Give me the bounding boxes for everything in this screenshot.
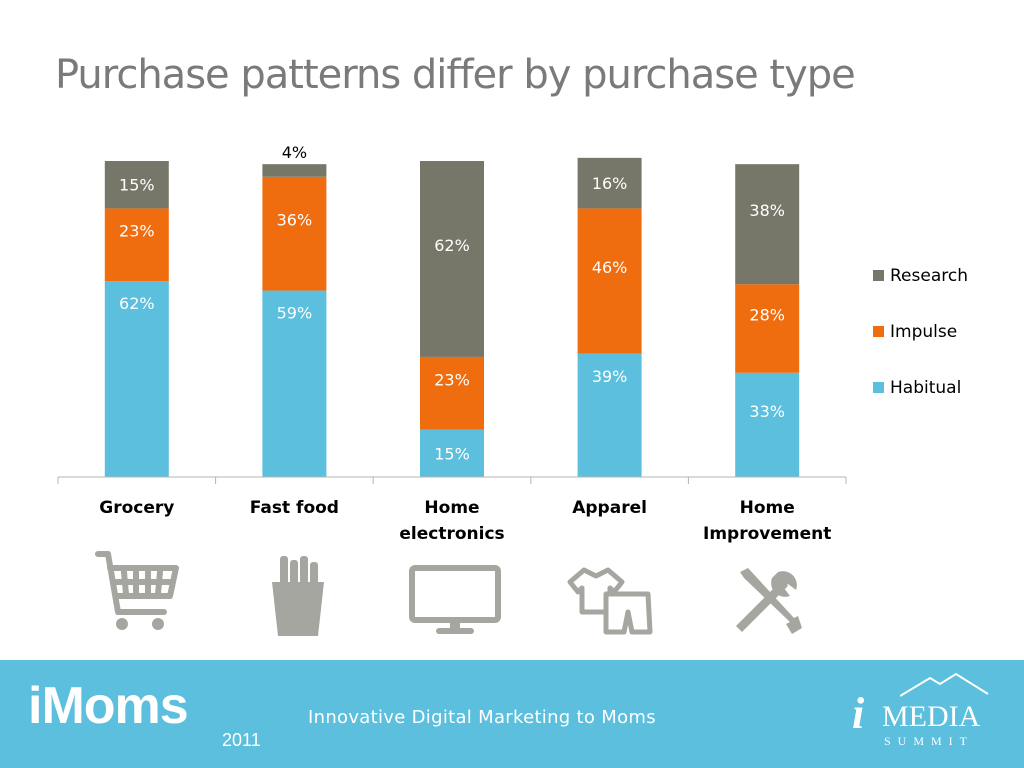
fries-icon xyxy=(272,556,324,636)
category-label-2: Home electronics xyxy=(399,498,504,544)
data-label-impulse-2: 23% xyxy=(434,370,470,389)
bar-research-2 xyxy=(420,161,484,357)
legend-swatch-impulse xyxy=(873,326,884,337)
legend-label-habitual: Habitual xyxy=(890,378,961,398)
bars-layer: 62% 23% 15% 59% 36% 4% 15% 23% 62% 39% 46% 16% 33% 28… xyxy=(104,143,800,477)
data-label-habitual-2: 15% xyxy=(434,444,470,463)
imoms-year: 2011 xyxy=(222,730,261,750)
data-label-impulse-1: 36% xyxy=(277,211,313,230)
data-label-impulse-3: 46% xyxy=(592,258,628,277)
bar-impulse-0 xyxy=(104,208,169,282)
bar-impulse-3 xyxy=(577,208,642,354)
bar-habitual-0 xyxy=(104,281,169,477)
legend-label-impulse: Impulse xyxy=(890,322,957,342)
x-axis: Grocery Fast food Home electronics Apparel Ho… xyxy=(57,476,847,544)
category-label-1: Fast food xyxy=(250,498,339,518)
legend-label-research: Research xyxy=(890,266,968,286)
imedia-logo: MEDIA xyxy=(882,700,981,733)
bar-impulse-1 xyxy=(262,176,327,291)
monitor-icon xyxy=(409,565,501,634)
data-label-habitual-3: 39% xyxy=(592,367,628,386)
bar-impulse-2 xyxy=(420,356,484,430)
legend-swatch-research xyxy=(873,270,884,281)
footer-tagline: Innovative Digital Marketing to Moms xyxy=(308,707,656,728)
bar-impulse-4 xyxy=(735,284,800,373)
data-label-impulse-4: 28% xyxy=(749,305,785,324)
mountain-icon xyxy=(900,672,989,697)
category-label-4: Home Improvement xyxy=(703,498,831,544)
data-label-habitual-4: 33% xyxy=(749,402,785,421)
legend-swatch-habitual xyxy=(873,382,884,393)
data-label-habitual-1: 59% xyxy=(277,304,313,323)
data-label-impulse-0: 23% xyxy=(119,222,155,241)
imedia-logo-i: i xyxy=(852,689,865,738)
data-label-research-2: 62% xyxy=(434,236,470,255)
bar-research-0 xyxy=(104,161,169,209)
category-label-0: Grocery xyxy=(99,498,174,518)
bar-habitual-4 xyxy=(735,372,800,477)
bar-habitual-1 xyxy=(262,290,327,477)
stacked-bar-chart: 62% 23% 15% 59% 36% 4% 15% 23% 62% 39% 46% 16% 33% 28… xyxy=(57,143,968,636)
clothing-icon xyxy=(567,567,653,635)
shopping-cart-icon xyxy=(95,551,179,630)
data-label-habitual-0: 62% xyxy=(119,294,155,313)
bar-research-4 xyxy=(735,164,800,285)
legend: Research Impulse Habitual xyxy=(873,266,968,398)
data-label-research-1: 4% xyxy=(282,143,307,162)
data-label-research-0: 15% xyxy=(119,176,155,195)
footer-bar xyxy=(0,660,1024,768)
imoms-logo: iMoms xyxy=(28,677,189,735)
bar-habitual-2 xyxy=(420,429,484,477)
category-label-3: Apparel xyxy=(572,498,647,518)
imedia-summit: SUMMIT xyxy=(884,734,975,748)
bar-research-3 xyxy=(577,157,642,209)
data-label-research-4: 38% xyxy=(749,201,785,220)
bar-habitual-3 xyxy=(577,353,642,477)
tools-icon xyxy=(736,568,802,634)
page-title: Purchase patterns differ by purchase typ… xyxy=(55,52,856,98)
bar-research-1 xyxy=(262,164,327,177)
data-label-research-3: 16% xyxy=(592,174,628,193)
